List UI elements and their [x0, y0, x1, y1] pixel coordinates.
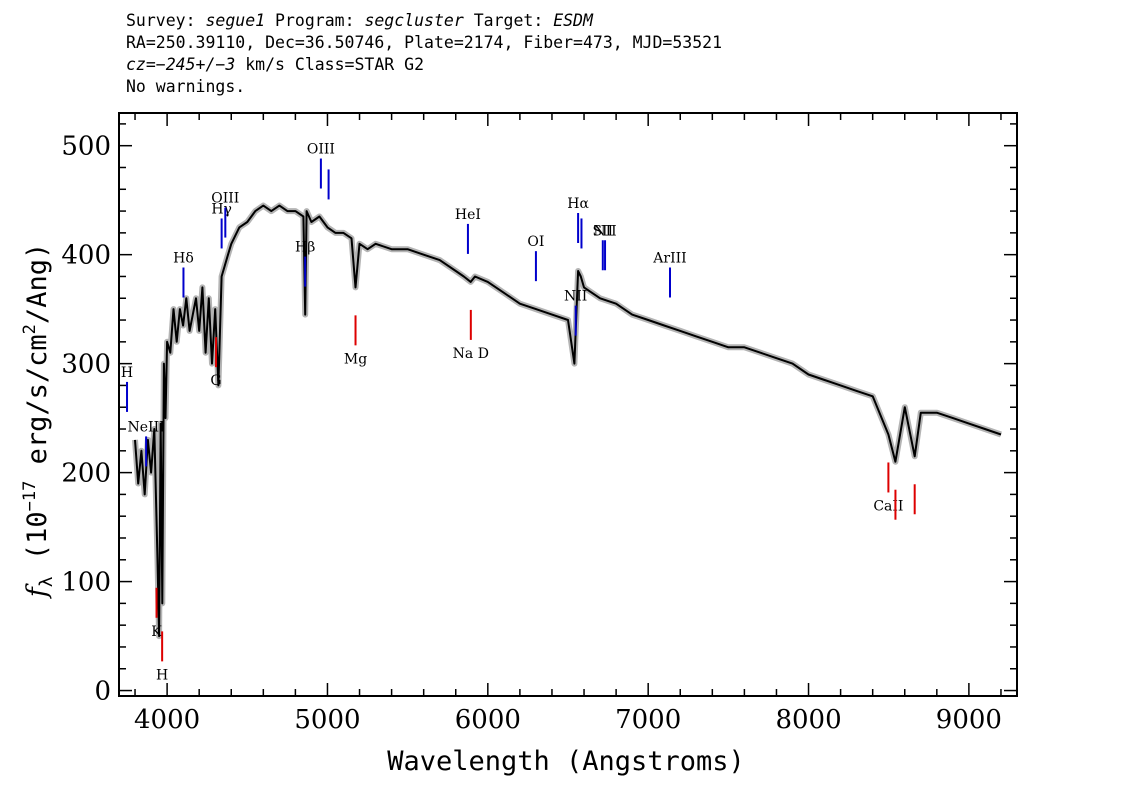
emission-line-label: HeI [455, 207, 481, 223]
x-tick-label: 6000 [455, 705, 521, 735]
header-line-2: RA=250.39110, Dec=36.50746, Plate=2174, … [126, 33, 723, 52]
target-label: Target: [463, 11, 554, 30]
plot-frame [118, 112, 1018, 697]
emission-line-label: Hδ [173, 250, 194, 266]
flux-error-band [132, 202, 1002, 640]
survey-label: Survey: [126, 11, 206, 30]
y-tick-label: 200 [61, 459, 111, 489]
absorption-line-label: Mg [344, 351, 367, 367]
program-value: segcluster [364, 11, 464, 30]
emission-line-label: NeIII [128, 419, 165, 435]
y-tick-label: 100 [61, 568, 111, 598]
emission-line-label: Hγ [211, 201, 232, 217]
redshift-value: cz=−245+/−3 [126, 55, 236, 74]
emission-line-label: Hβ [295, 240, 315, 256]
emission-line-label: H [121, 365, 133, 381]
emission-line-label: Hα [567, 196, 589, 212]
header-line-3: cz=−245+/−3 km/s Class=STAR G2 [126, 54, 722, 76]
emission-line-label: OI [527, 234, 544, 250]
plot-area: HNeIIIHδHγOIIIHβOIIIHeIOINIIHαSIINIIArII… [61, 112, 1018, 735]
spectrum-header: Survey: segue1 Program: segcluster Targe… [126, 10, 722, 98]
target-value: ESDM [553, 11, 593, 30]
header-line-4: No warnings. [126, 77, 246, 96]
emission-line-label: SII [592, 223, 613, 239]
absorption-line-label: G [210, 373, 221, 389]
program-label: Program: [265, 11, 365, 30]
survey-value: segue1 [205, 11, 266, 30]
svg-text:fλ (10−17 erg/s/cm2/Ang): fλ (10−17 erg/s/cm2/Ang) [20, 243, 57, 599]
flux-spectrum-line [134, 204, 1002, 638]
y-tick-label: 500 [61, 132, 111, 162]
x-tick-label: 9000 [936, 705, 1002, 735]
y-tick-label: 300 [61, 350, 111, 380]
emission-line-label: OIII [211, 191, 239, 207]
emission-line-label: ArIII [652, 250, 686, 266]
x-tick-label: 5000 [294, 705, 360, 735]
x-tick-label: 7000 [615, 705, 681, 735]
y-axis-title: fλ (10−17 erg/s/cm2/Ang) [20, 243, 57, 599]
absorption-line-label: CaII [873, 498, 903, 514]
x-tick-label: 8000 [775, 705, 841, 735]
absorption-line-label: K [151, 624, 162, 640]
y-tick-label: 0 [94, 677, 111, 707]
header-line-1: Survey: segue1 Program: segcluster Targe… [126, 10, 722, 32]
emission-line-label: NII [593, 223, 616, 239]
absorption-line-label: H [156, 667, 168, 683]
absorption-line-label: Na D [453, 346, 489, 362]
x-tick-label: 4000 [134, 705, 200, 735]
emission-line-label: OIII [307, 142, 335, 158]
y-tick-label: 400 [61, 241, 111, 271]
class-value: km/s Class=STAR G2 [235, 55, 425, 74]
emission-line-label: NII [564, 289, 587, 305]
x-axis-title: Wavelength (Angstroms) [387, 746, 745, 777]
